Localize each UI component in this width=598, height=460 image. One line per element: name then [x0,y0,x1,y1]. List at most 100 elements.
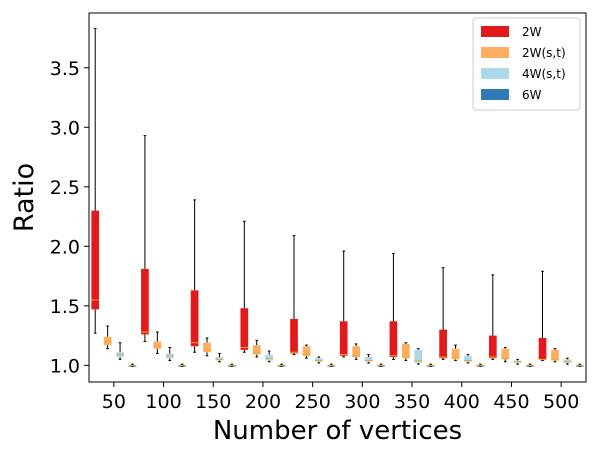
x-tick-label: 300 [344,391,380,413]
box-4W(s,t)-50 [116,342,124,360]
box-2W(s,t)-350 [401,342,410,362]
box-body [153,341,162,349]
box-body [464,355,472,362]
box-2W-500 [538,270,547,362]
box-2W(s,t)-200 [252,339,261,358]
box-body [551,349,559,361]
box-2W-400 [439,267,447,360]
y-tick-label: 3.5 [50,58,80,80]
box-2W(s,t)-100 [153,331,162,354]
legend-label: 6W [522,88,542,102]
x-axis-label: Number of vertices [213,416,462,446]
y-axis-label: Ratio [9,163,40,232]
x-tick-label: 50 [102,391,126,413]
y-tick-label: 2.5 [50,177,80,199]
box-body [228,365,236,367]
box-body [575,365,584,367]
box-4W(s,t)-350 [414,348,423,365]
box-body [501,348,510,360]
box-body [377,365,385,367]
box-body [426,365,435,367]
box-6W-500 [575,363,584,368]
box-body [315,358,323,362]
box-body [128,365,137,367]
box-6W-300 [377,363,385,368]
legend-swatch [481,47,509,58]
box-body [265,354,274,361]
legend-box [472,17,581,111]
box-2W(s,t)-500 [551,348,559,363]
box-6W-250 [327,363,336,368]
box-body [178,365,187,367]
box-4W(s,t)-200 [265,350,274,363]
x-tick-label: 500 [543,391,579,413]
box-body [240,308,249,350]
box-4W(s,t)-250 [315,356,323,364]
box-6W-400 [476,363,485,368]
y-tick-label: 1.0 [50,355,80,377]
box-body [141,268,149,335]
box-6W-450 [526,363,534,368]
box-4W(s,t)-400 [464,354,472,364]
box-body [538,337,547,360]
box-6W-50 [128,363,137,368]
box-body [364,357,373,362]
legend-label: 4W(s,t) [522,67,566,81]
x-tick-label: 450 [493,391,529,413]
box-body [439,329,447,359]
box-4W(s,t)-150 [215,352,224,363]
box-6W-100 [178,363,187,368]
box-body [327,365,336,367]
box-body [252,345,261,355]
box-body [476,365,485,367]
legend-swatch [481,89,509,100]
box-body [526,365,534,367]
box-2W-100 [141,135,149,343]
box-4W(s,t)-100 [165,346,174,362]
box-2W(s,t)-450 [501,346,510,363]
box-body [203,342,211,353]
box-2W(s,t)-250 [302,344,311,359]
box-4W(s,t)-500 [563,357,572,365]
axes-frame [88,12,587,383]
box-4W(s,t)-300 [364,354,373,364]
box-body [352,346,360,358]
legend-swatch [481,26,509,37]
x-tick-label: 200 [245,391,281,413]
box-body [190,290,199,347]
box-body [290,318,298,354]
box-body [215,357,224,361]
legend-label: 2W [522,25,542,39]
box-2W-350 [389,252,398,360]
y-axis-ticks: 1.0 1.5 2.0 2.5 3.0 3.5 [50,58,89,377]
box-body [451,348,460,360]
plot-area [91,27,584,368]
box-2W(s,t)-150 [203,337,211,357]
box-2W-150 [190,199,199,353]
box-body [414,349,423,363]
box-6W-150 [228,363,236,368]
legend-label: 2W(s,t) [522,46,566,60]
x-axis-ticks: 50 100 150 200 250 300 350 400 450 500 [102,382,579,413]
box-body [302,346,311,356]
box-2W(s,t)-400 [451,344,460,362]
box-body [103,336,112,346]
box-2W-300 [339,250,348,358]
x-tick-label: 150 [195,391,231,413]
legend-swatch [481,68,509,79]
box-2W-450 [488,274,497,360]
box-body [277,365,286,367]
box-body [91,210,100,310]
y-tick-label: 1.5 [50,296,80,318]
legend: 2W 2W(s,t) 4W(s,t) 6W [472,17,581,111]
x-tick-label: 100 [145,391,181,413]
x-tick-label: 350 [394,391,430,413]
x-tick-label: 250 [295,391,331,413]
box-4W(s,t)-450 [513,358,522,365]
x-tick-label: 400 [444,391,480,413]
box-body [401,343,410,359]
box-body [488,335,497,359]
box-body [339,321,348,356]
box-2W-200 [240,220,249,353]
